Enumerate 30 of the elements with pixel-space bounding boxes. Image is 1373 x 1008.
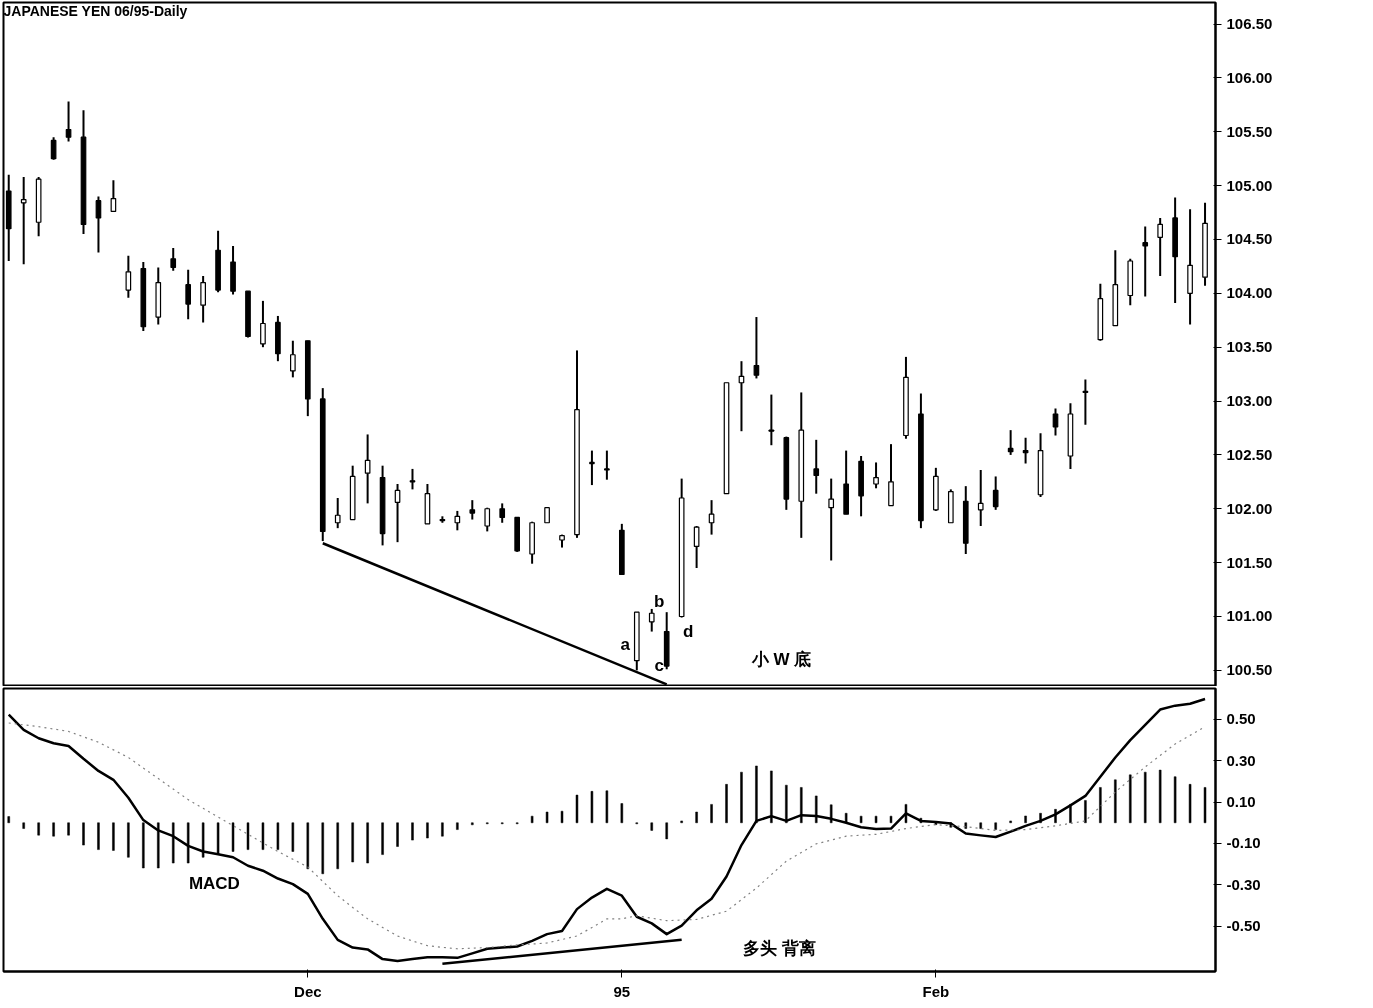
y-tick-label: 102.50	[1226, 445, 1273, 463]
annotation: 多头 背离	[742, 939, 816, 959]
annotation: c	[654, 656, 664, 676]
y-tick-label: 100.50	[1226, 661, 1273, 679]
x-tick-label: Dec	[294, 982, 322, 1000]
y-tick-label: 0.10	[1226, 793, 1256, 811]
y-tick-label: 103.50	[1226, 338, 1273, 356]
y-tick-label: 105.00	[1226, 176, 1273, 194]
y-tick-label: 104.00	[1226, 284, 1273, 302]
y-tick-label: 0.50	[1226, 710, 1256, 728]
annotation: MACD	[188, 874, 240, 894]
y-tick-label: 106.00	[1226, 68, 1273, 86]
y-tick-label: 105.50	[1226, 122, 1273, 140]
y-tick-label: -0.50	[1226, 917, 1261, 935]
y-tick-label: 101.50	[1226, 553, 1273, 571]
y-tick-label: 106.50	[1226, 15, 1273, 33]
y-tick-label: 101.00	[1226, 607, 1273, 625]
annotation: b	[654, 591, 665, 611]
y-tick-label: -0.30	[1226, 875, 1261, 893]
annotation: d	[683, 622, 694, 642]
x-tick-label: Feb	[922, 982, 950, 1000]
y-tick-label: 103.00	[1226, 392, 1273, 410]
annotation: a	[620, 634, 631, 654]
chart-title: JAPANESE YEN 06/95-Daily	[3, 2, 188, 19]
x-tick-label: 95	[613, 982, 631, 1000]
y-tick-label: 104.50	[1226, 230, 1273, 248]
y-tick-label: 102.00	[1226, 499, 1273, 517]
y-tick-label: -0.10	[1226, 834, 1261, 852]
annotation: 小 W 底	[750, 649, 812, 669]
y-tick-label: 0.30	[1226, 751, 1256, 769]
